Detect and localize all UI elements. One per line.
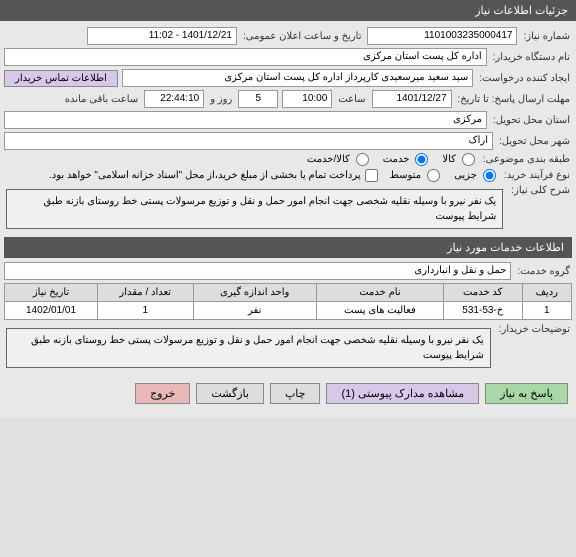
main-panel: جزئیات اطلاعات نیاز شماره نیاز: 11010032… xyxy=(0,0,576,418)
day-and-label: روز و xyxy=(208,94,234,105)
desc-label: شرح کلی نیاز: xyxy=(509,185,572,196)
need-no-label: شماره نیاز: xyxy=(521,31,572,42)
contact-info-button[interactable]: اطلاعات تماس خریدار xyxy=(4,70,118,87)
announce-label: تاریخ و ساعت اعلان عمومی: xyxy=(241,31,364,42)
cat-service-label: خدمت xyxy=(383,154,410,165)
back-button[interactable]: بازگشت xyxy=(196,383,264,404)
td-unit: نفر xyxy=(193,302,316,320)
ct-medium-label: متوسط xyxy=(390,170,421,181)
contract-type-label: نوع فرآیند خرید: xyxy=(502,170,572,181)
buyer-value: اداره کل پست استان مرکزی xyxy=(4,48,487,66)
th-row: ردیف xyxy=(522,284,571,302)
ct-note-checkbox[interactable] xyxy=(365,169,378,182)
form-area: شماره نیاز: 1101003235000417 تاریخ و ساع… xyxy=(0,21,576,418)
buyer-note-label: توضیحات خریدار: xyxy=(497,324,572,335)
th-name: نام خدمت xyxy=(316,284,443,302)
cat-both-radio[interactable] xyxy=(356,153,369,166)
td-row: 1 xyxy=(522,302,571,320)
exit-button[interactable]: خروج xyxy=(135,383,190,404)
group-label: گروه خدمت: xyxy=(515,266,572,277)
cat-both-label: کالا/خدمت xyxy=(307,154,350,165)
services-header: اطلاعات خدمات مورد نیاز xyxy=(4,237,572,258)
cat-service-radio[interactable] xyxy=(415,153,428,166)
creator-value: سید سعید میرسعیدی کارپرداز اداره کل پست … xyxy=(122,69,473,87)
table-row: 1 خ-53-531 فعالیت های پست نفر 1 1402/01/… xyxy=(5,302,572,320)
subject-cat-label: طبقه بندی موضوعی: xyxy=(481,154,572,165)
ct-minor-radio[interactable] xyxy=(483,169,496,182)
need-no-value: 1101003235000417 xyxy=(367,27,517,45)
th-code: کد خدمت xyxy=(443,284,522,302)
remain-label: ساعت باقی مانده xyxy=(63,94,140,105)
th-qty: تعداد / مقدار xyxy=(97,284,193,302)
cat-goods-label: کالا xyxy=(442,154,456,165)
days-value: 5 xyxy=(238,90,278,108)
buyer-label: نام دستگاه خریدار: xyxy=(491,52,572,63)
th-unit: واحد اندازه گیری xyxy=(193,284,316,302)
panel-header: جزئیات اطلاعات نیاز xyxy=(0,0,576,21)
td-qty: 1 xyxy=(97,302,193,320)
th-date: تاریخ نیاز xyxy=(5,284,98,302)
creator-label: ایجاد کننده درخواست: xyxy=(477,73,572,84)
province-value: مرکزی xyxy=(4,111,487,129)
hour-label: ساعت xyxy=(336,94,367,105)
ct-minor-label: جزیی xyxy=(454,170,477,181)
remain-time: 22:44:10 xyxy=(144,90,204,108)
deadline-date: 1401/12/27 xyxy=(372,90,452,108)
announce-value: 1401/12/21 - 11:02 xyxy=(87,27,237,45)
reply-button[interactable]: پاسخ به نیاز xyxy=(485,383,568,404)
ct-note-label: پرداخت تمام یا بخشی از مبلغ خرید،از محل … xyxy=(49,170,361,181)
services-table: ردیف کد خدمت نام خدمت واحد اندازه گیری ت… xyxy=(4,283,572,320)
td-date: 1402/01/01 xyxy=(5,302,98,320)
attachments-button[interactable]: مشاهده مدارک پیوستی (1) xyxy=(326,383,479,404)
buyer-note-value: یک نفر نیرو با وسیله نقلیه شخصی جهت انجا… xyxy=(6,328,491,368)
print-button[interactable]: چاپ xyxy=(270,383,321,404)
td-name: فعالیت های پست xyxy=(316,302,443,320)
city-label: شهر محل تحویل: xyxy=(497,136,572,147)
button-bar: پاسخ به نیاز مشاهده مدارک پیوستی (1) چاپ… xyxy=(4,375,572,412)
cat-goods-radio[interactable] xyxy=(462,153,475,166)
province-label: استان محل تحویل: xyxy=(491,115,572,126)
deadline-hour: 10:00 xyxy=(282,90,332,108)
deadline-label: مهلت ارسال پاسخ: تا تاریخ: xyxy=(456,94,572,105)
ct-medium-radio[interactable] xyxy=(427,169,440,182)
td-code: خ-53-531 xyxy=(443,302,522,320)
city-value: اراک xyxy=(4,132,493,150)
group-value: حمل و نقل و انبارداری xyxy=(4,262,511,280)
desc-value: یک نفر نیرو با وسیله نقلیه شخصی جهت انجا… xyxy=(6,189,503,229)
